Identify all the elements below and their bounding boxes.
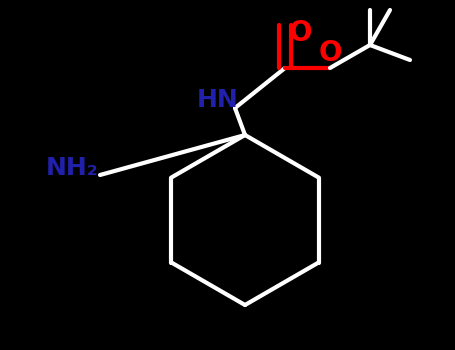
Text: O: O bbox=[318, 39, 342, 67]
Text: NH₂: NH₂ bbox=[46, 156, 98, 180]
Text: O: O bbox=[288, 19, 312, 47]
Text: HN: HN bbox=[197, 88, 239, 112]
